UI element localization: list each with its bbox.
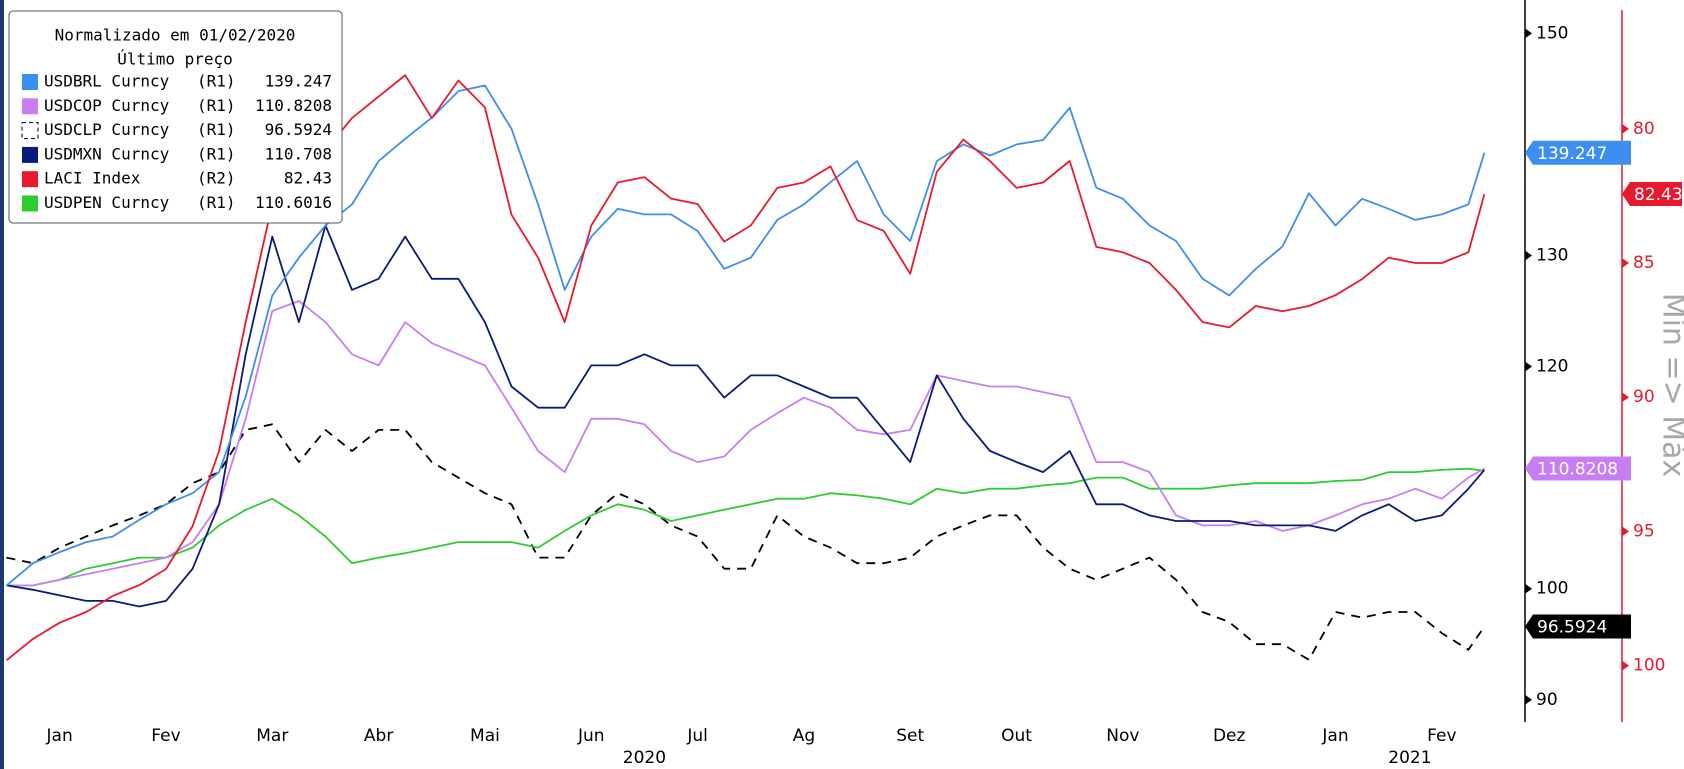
y2-tick-mark <box>1622 392 1629 403</box>
y2-tick-mark <box>1622 258 1629 269</box>
x-tick-label: Jan <box>46 726 73 746</box>
x-tick-label: Dez <box>1213 726 1246 746</box>
x-tick-label: Fev <box>151 726 180 746</box>
y2-tick-label: 100 <box>1633 656 1665 676</box>
legend-swatch <box>22 195 38 212</box>
x-tick-label: Jul <box>686 726 708 746</box>
x-tick-label: Mai <box>470 726 500 746</box>
value-tag-label: 110.8208 <box>1537 460 1618 480</box>
legend-label: USDCOP Curncy <box>44 96 170 115</box>
value-tag <box>1622 182 1682 207</box>
legend-swatch <box>22 98 38 115</box>
legend-label: USDMXN Curncy <box>44 144 170 163</box>
x-tick-label: Nov <box>1106 726 1139 746</box>
series-line <box>5 74 1486 661</box>
legend-label: USDCLP Curncy <box>44 120 170 139</box>
y-tick-label: 150 <box>1536 23 1568 43</box>
series-line <box>6 423 1486 661</box>
y-tick-label: 130 <box>1536 245 1568 265</box>
x-group-label: 2020 <box>623 748 666 768</box>
legend-value: 110.708 <box>265 144 332 163</box>
value-tag-label: 82.43 <box>1634 185 1683 205</box>
legend-axis: (R1) <box>197 144 236 163</box>
legend-axis: (R1) <box>197 120 236 139</box>
legend-title: Último preço <box>117 50 233 69</box>
legend-swatch <box>22 171 38 188</box>
y-tick-label: 100 <box>1536 579 1568 599</box>
x-tick-label: Jun <box>577 726 605 746</box>
legend-label: USDPEN Curncy <box>44 193 170 212</box>
y2-tick-label: 80 <box>1633 119 1655 139</box>
value-tag <box>1525 614 1631 639</box>
y2-tick-label: 85 <box>1633 253 1655 273</box>
legend-swatch <box>22 146 38 163</box>
x-tick-label: Fev <box>1427 726 1456 746</box>
y-tick-mark <box>1525 694 1532 705</box>
value-tag-label: 96.5924 <box>1537 618 1607 638</box>
y2-axis-label: Mín => Máx <box>1656 293 1684 478</box>
legend-label: USDBRL Curncy <box>44 72 170 91</box>
legend-title: Normalizado em 01/02/2020 <box>55 26 296 45</box>
series-line <box>6 467 1485 587</box>
x-tick-label: Set <box>896 726 924 746</box>
x-tick-label: Out <box>1001 726 1032 746</box>
legend-value: 110.8208 <box>255 96 332 115</box>
series-line <box>5 84 1486 587</box>
y-tick-mark <box>1525 583 1532 594</box>
legend-value: 82.43 <box>284 169 332 188</box>
x-tick-label: Ag <box>793 726 815 746</box>
y-tick-mark <box>1525 250 1532 261</box>
x-group-label: 2021 <box>1388 748 1431 768</box>
y2-tick-mark <box>1622 123 1629 134</box>
legend-label: LACI Index <box>44 169 141 188</box>
y-tick-mark <box>1525 28 1532 39</box>
legend-axis: (R1) <box>197 193 236 212</box>
legend-value: 96.5924 <box>265 120 332 139</box>
y-tick-mark <box>1525 361 1532 372</box>
y-tick-label: 120 <box>1536 357 1568 377</box>
y2-tick-mark <box>1622 660 1629 671</box>
value-tag <box>1525 140 1631 165</box>
legend-axis: (R2) <box>197 169 236 188</box>
y-tick-label: 90 <box>1536 690 1558 710</box>
legend-value: 139.247 <box>265 72 332 91</box>
legend-swatch <box>22 74 38 90</box>
series-line <box>6 300 1485 587</box>
legend: Normalizado em 01/02/2020 Último preço USD… <box>8 10 343 224</box>
legend-axis: (R1) <box>197 72 236 91</box>
x-tick-label: Abr <box>364 726 393 746</box>
value-tag <box>1525 456 1631 481</box>
y2-tick-label: 95 <box>1633 521 1655 541</box>
legend-swatch <box>21 122 39 140</box>
x-tick-label: Jan <box>1321 726 1348 746</box>
y2-tick-label: 90 <box>1633 387 1655 407</box>
y2-tick-mark <box>1622 526 1629 537</box>
value-tag-label: 139.247 <box>1537 144 1607 164</box>
series-line <box>6 224 1486 608</box>
x-tick-label: Mar <box>256 726 288 746</box>
legend-value: 110.6016 <box>255 193 332 212</box>
legend-axis: (R1) <box>197 96 236 115</box>
legend-box <box>8 10 343 224</box>
